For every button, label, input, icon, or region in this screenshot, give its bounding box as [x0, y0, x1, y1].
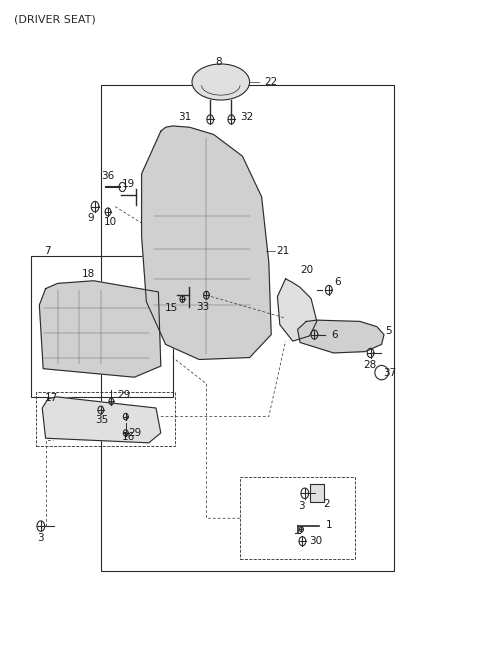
- Polygon shape: [42, 397, 161, 443]
- Text: 19: 19: [122, 178, 135, 189]
- Text: 6: 6: [331, 329, 338, 340]
- Text: 29: 29: [117, 390, 131, 400]
- Polygon shape: [142, 126, 271, 359]
- Bar: [310, 484, 324, 502]
- Text: 10: 10: [104, 217, 117, 228]
- Polygon shape: [298, 320, 384, 353]
- Text: 5: 5: [385, 326, 392, 337]
- Text: 6: 6: [335, 277, 341, 287]
- Text: 28: 28: [363, 360, 376, 371]
- Polygon shape: [39, 281, 161, 377]
- Text: 1: 1: [325, 520, 332, 530]
- Text: 16: 16: [122, 432, 135, 442]
- Text: 21: 21: [276, 245, 290, 256]
- Text: 9: 9: [87, 213, 94, 223]
- Bar: [101, 85, 394, 571]
- Bar: [36, 392, 175, 446]
- Text: (DRIVER SEAT): (DRIVER SEAT): [14, 14, 96, 24]
- Text: 31: 31: [178, 112, 192, 122]
- Text: 36: 36: [101, 171, 114, 181]
- Text: 17: 17: [45, 393, 59, 403]
- Text: 3: 3: [298, 501, 305, 512]
- Text: 2: 2: [323, 499, 330, 509]
- Text: 33: 33: [196, 302, 209, 312]
- Text: 37: 37: [383, 367, 396, 378]
- Bar: [31, 256, 173, 397]
- Text: 15: 15: [165, 303, 179, 314]
- Text: 20: 20: [300, 265, 314, 276]
- Polygon shape: [277, 279, 317, 341]
- Text: 30: 30: [309, 536, 323, 546]
- Text: 8: 8: [215, 57, 222, 68]
- Text: 32: 32: [240, 112, 254, 122]
- Bar: [240, 477, 355, 559]
- Text: 3: 3: [37, 533, 44, 543]
- Text: 7: 7: [44, 246, 50, 256]
- Text: 22: 22: [264, 77, 278, 87]
- Text: 35: 35: [95, 415, 108, 425]
- Ellipse shape: [192, 64, 250, 100]
- Text: 29: 29: [129, 428, 142, 438]
- Text: 18: 18: [82, 269, 96, 279]
